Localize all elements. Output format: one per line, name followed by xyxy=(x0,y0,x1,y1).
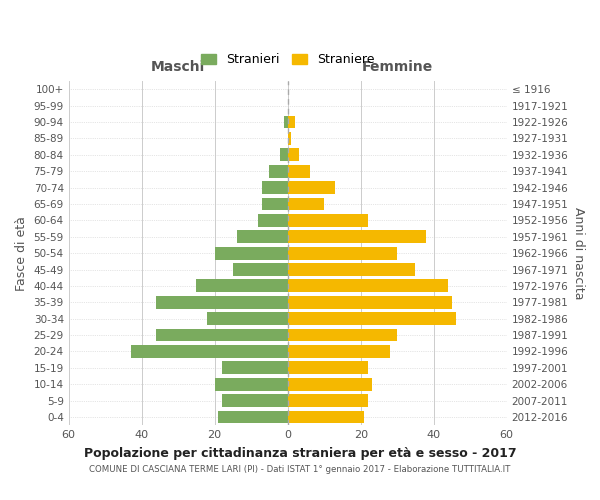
Bar xyxy=(287,181,335,194)
Bar xyxy=(222,394,287,407)
Bar xyxy=(287,280,448,292)
Bar xyxy=(262,181,287,194)
Bar xyxy=(284,116,287,128)
Bar xyxy=(196,280,287,292)
Y-axis label: Fasce di età: Fasce di età xyxy=(15,216,28,290)
Bar xyxy=(287,116,295,128)
Bar xyxy=(287,246,397,260)
Bar xyxy=(287,378,371,390)
Bar xyxy=(280,148,287,161)
Bar xyxy=(287,198,324,210)
Bar xyxy=(287,263,415,276)
Bar xyxy=(287,328,397,342)
Bar xyxy=(262,198,287,210)
Bar xyxy=(222,362,287,374)
Bar xyxy=(215,378,287,390)
Bar xyxy=(236,230,287,243)
Bar xyxy=(156,328,287,342)
Bar xyxy=(287,345,390,358)
Bar xyxy=(287,410,364,424)
Bar xyxy=(218,410,287,424)
Bar xyxy=(287,230,427,243)
Text: Popolazione per cittadinanza straniera per età e sesso - 2017: Popolazione per cittadinanza straniera p… xyxy=(83,448,517,460)
Bar xyxy=(208,312,287,325)
Bar xyxy=(156,296,287,308)
Bar xyxy=(287,214,368,226)
Text: Femmine: Femmine xyxy=(362,60,433,74)
Bar xyxy=(287,296,452,308)
Bar xyxy=(233,263,287,276)
Text: Maschi: Maschi xyxy=(151,60,205,74)
Y-axis label: Anni di nascita: Anni di nascita xyxy=(572,207,585,300)
Bar xyxy=(287,148,299,161)
Text: COMUNE DI CASCIANA TERME LARI (PI) - Dati ISTAT 1° gennaio 2017 - Elaborazione T: COMUNE DI CASCIANA TERME LARI (PI) - Dat… xyxy=(89,466,511,474)
Bar xyxy=(287,362,368,374)
Bar xyxy=(287,312,455,325)
Bar xyxy=(287,165,310,177)
Legend: Stranieri, Straniere: Stranieri, Straniere xyxy=(197,50,378,70)
Bar xyxy=(287,394,368,407)
Bar xyxy=(259,214,287,226)
Bar xyxy=(287,132,292,145)
Bar xyxy=(131,345,287,358)
Bar xyxy=(269,165,287,177)
Bar xyxy=(215,246,287,260)
